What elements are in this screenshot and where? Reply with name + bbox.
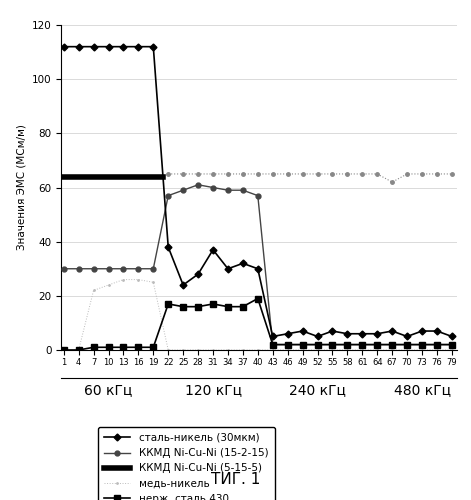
Text: ΤИГ. 1: ΤИГ. 1 <box>211 472 260 488</box>
Legend: сталь-никель (30мкм), ККМД Ni-Cu-Ni (15-2-15), ККМД Ni-Cu-Ni (5-15-5), медь-нике: сталь-никель (30мкм), ККМД Ni-Cu-Ni (15-… <box>98 426 275 500</box>
Y-axis label: Значения ЭМС (МСм/м): Значения ЭМС (МСм/м) <box>16 124 26 250</box>
